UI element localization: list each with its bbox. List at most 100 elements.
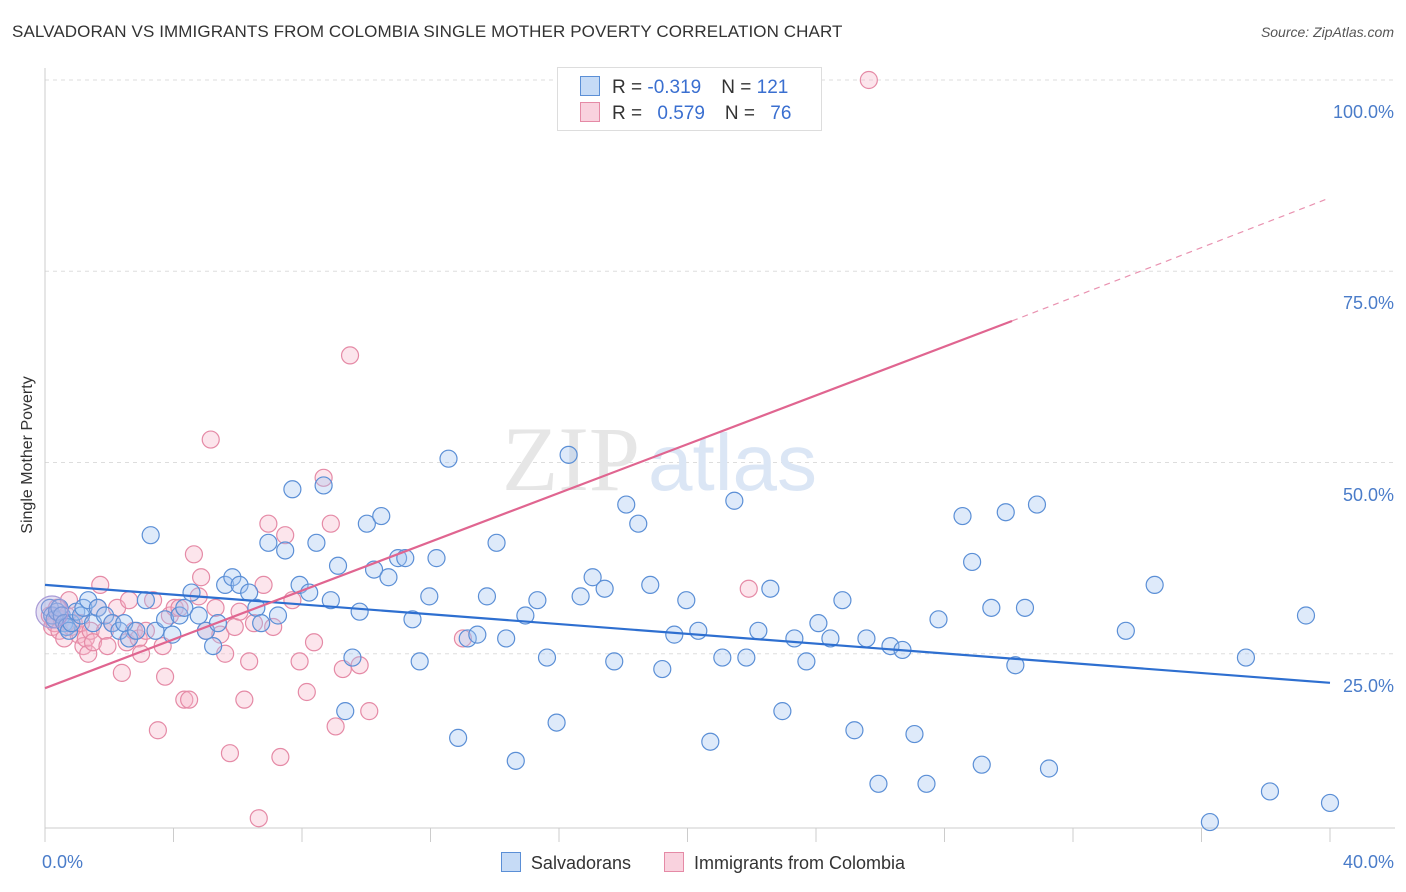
colombia-point — [859, 70, 878, 90]
salvadoran-point — [821, 629, 840, 648]
salvadoran-point — [449, 728, 468, 748]
salvadoran-point — [343, 648, 362, 667]
salvadoran-point — [1296, 606, 1316, 625]
salvadoran-point — [216, 575, 235, 595]
legend-r-label: R = — [612, 77, 648, 98]
salvadoran-point — [1116, 621, 1135, 640]
salvadoran-point — [641, 575, 660, 595]
colombia-point — [350, 656, 369, 675]
salvadoran-point — [665, 625, 684, 644]
series-salvadorans-points — [35, 445, 1340, 832]
salvadoran-point — [175, 598, 194, 617]
colombia-point — [170, 598, 189, 617]
legend-row-colombia: R = 0.579 N = 76 — [580, 102, 791, 126]
colombia-trend-extension — [1011, 198, 1329, 322]
salvadoran-point — [458, 629, 477, 648]
salvadoran-point — [1039, 759, 1059, 778]
salvadoran-point — [516, 606, 535, 625]
colombia-point — [180, 690, 199, 709]
salvadoran-point — [972, 755, 991, 774]
salvadoran-point — [605, 652, 624, 671]
colombia-point — [739, 579, 758, 598]
colombia-point — [249, 809, 268, 828]
colombia-point — [184, 545, 204, 564]
legend-r-value: -0.319 — [647, 77, 702, 98]
legend-n-value: 121 — [756, 77, 789, 98]
salvadoran-point — [1260, 782, 1280, 801]
salvadoran-point — [497, 629, 516, 648]
salvadoran-point — [773, 702, 792, 721]
salvadoran-point — [506, 751, 525, 770]
salvadoran-point — [953, 506, 972, 526]
x-tick-label: 0.0% — [42, 852, 84, 872]
colombia-point — [264, 617, 283, 637]
salvadoran-point — [905, 724, 924, 744]
salvadoran-point — [537, 648, 557, 667]
colombia-point — [155, 667, 175, 686]
y-tick-label: 50.0% — [1342, 484, 1394, 505]
watermark: ZIP atlas — [502, 408, 817, 510]
salvadoran-point — [571, 587, 590, 606]
salvadoran-point — [929, 610, 948, 629]
colombia-point — [259, 514, 278, 533]
salvadoran-point — [95, 606, 115, 625]
legend-n-label: N = — [724, 103, 761, 124]
salvadoran-point — [420, 587, 439, 606]
salvadoran-point — [1200, 812, 1220, 832]
colombia-point — [175, 690, 194, 709]
salvadoran-point — [379, 568, 398, 587]
salvadoran-point — [439, 449, 458, 468]
legend-n-value: 76 — [770, 103, 792, 124]
salvadoran-point — [189, 606, 208, 625]
salvadoran-point — [701, 732, 720, 751]
colombia-point — [244, 614, 264, 633]
legend-r-value: 0.579 — [657, 103, 705, 124]
salvadoran-point — [276, 541, 295, 560]
colombia-point — [453, 629, 473, 648]
salvadoran-point — [468, 625, 487, 644]
colombia-point — [304, 633, 324, 652]
salvadoran-point — [1145, 575, 1164, 595]
colombia-point — [235, 690, 254, 709]
colombia-trend-line — [44, 319, 1013, 690]
legend-item-salvadorans[interactable]: Salvadorans — [500, 852, 631, 874]
salvadoran-point — [204, 636, 223, 656]
source-label: Source: ZipAtlas.com — [1260, 24, 1394, 40]
colombia-point — [297, 682, 316, 702]
salvadoran-point — [127, 621, 146, 640]
colombia-point — [321, 514, 340, 533]
colombia-point — [148, 721, 167, 740]
salvadoran-point — [410, 652, 429, 671]
legend-item-label: Salvadorans — [530, 853, 631, 873]
salvadoran-point — [487, 533, 506, 552]
legend-swatch-pink — [664, 852, 685, 872]
salvadoran-point — [857, 629, 876, 648]
colombia-point — [201, 430, 220, 449]
salvadoran-point — [917, 774, 936, 793]
colombia-point — [79, 644, 98, 663]
salvadoran-point — [785, 629, 804, 648]
salvadoran-point — [1027, 495, 1047, 514]
colombia-point — [112, 663, 131, 682]
salvadoran-point — [477, 587, 497, 606]
salvadoran-point — [79, 591, 98, 610]
colombia-point — [360, 702, 379, 721]
salvadoran-point — [677, 591, 696, 610]
salvadoran-point — [845, 721, 864, 740]
colombia-point — [143, 591, 163, 610]
legend-item-colombia[interactable]: Immigrants from Colombia — [664, 852, 905, 874]
colombia-point — [240, 652, 259, 671]
salvadoran-point — [240, 583, 259, 602]
correlation-legend: R = -0.319 N = 121 R = 0.579 N = 76 — [557, 67, 822, 131]
salvadoran-point — [963, 552, 982, 572]
legend-swatch-blue — [500, 852, 521, 872]
salvadoran-point — [617, 495, 636, 514]
colombia-point — [83, 633, 103, 652]
y-tick-label: 25.0% — [1342, 675, 1394, 696]
salvadoran-point — [833, 591, 852, 610]
salvadoran-point — [761, 579, 780, 598]
legend-swatch-blue — [580, 76, 600, 96]
chart-title: SALVADORAN VS IMMIGRANTS FROM COLOMBIA S… — [12, 22, 843, 41]
legend-row-salvadorans: R = -0.319 N = 121 — [580, 76, 788, 100]
